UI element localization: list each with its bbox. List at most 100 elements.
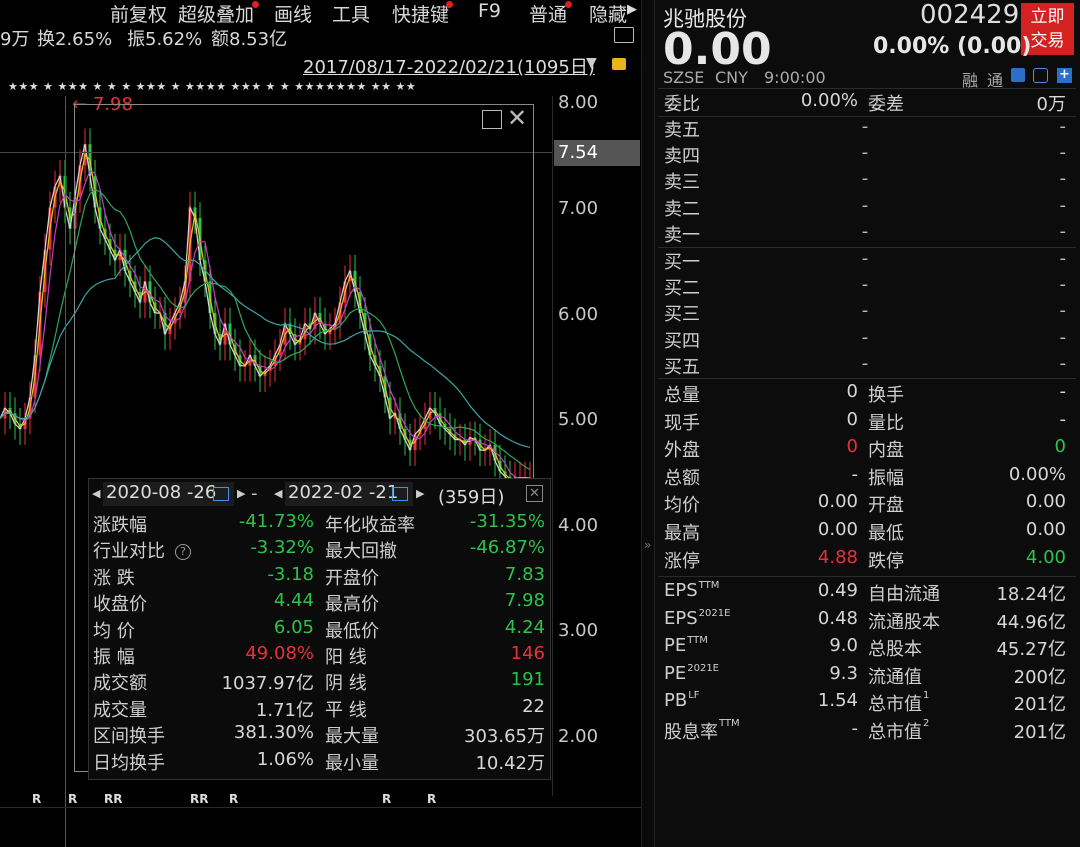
orderbook-volume: - <box>1059 142 1067 164</box>
fund-label: PE2021E <box>664 663 719 684</box>
fund-label-sup: 2021E <box>698 607 731 619</box>
toolbar-fuquan[interactable]: 前复权 <box>110 4 168 26</box>
quote-value: 4.88 <box>817 546 858 568</box>
toolbar-hide[interactable]: 隐藏 <box>589 4 628 26</box>
screen-cast-icon[interactable] <box>614 27 634 43</box>
edit-icon[interactable] <box>1011 68 1025 82</box>
fund-label-text: 自由流通 <box>868 584 940 605</box>
orderbook-price: - <box>861 326 869 348</box>
popup-close-icon[interactable]: ✕ <box>526 485 543 502</box>
end-prev-icon[interactable]: ◀ <box>274 487 283 500</box>
help-icon[interactable]: ? <box>175 544 191 560</box>
trade-now-button[interactable]: 立即 交易 <box>1021 3 1074 55</box>
r-marker: RR <box>190 792 209 806</box>
fund-label-sup: 2 <box>923 718 930 729</box>
orderbook-volume: - <box>1059 116 1067 137</box>
end-date-field[interactable]: 2022-02 -21 <box>285 482 413 506</box>
close-icon[interactable]: ✕ <box>507 104 528 132</box>
date-range-dropdown-icon[interactable]: ▼ <box>586 55 597 71</box>
toolbar-f9[interactable]: F9 <box>478 0 502 22</box>
orderbook-volume: - <box>1059 220 1067 242</box>
orderbook-volume: - <box>1059 326 1067 348</box>
quote-label: 涨停 <box>664 550 700 572</box>
popup-stat-label: 涨 跌 <box>93 567 135 589</box>
popup-stat-value: 6.05 <box>273 616 314 638</box>
weibi-value: 0.00% <box>800 90 858 111</box>
fund-value: 1.54 <box>817 690 858 712</box>
orderbook-volume: - <box>1059 168 1067 190</box>
r-marker: R <box>32 792 42 806</box>
stat-turnover: 换2.65% <box>37 29 113 50</box>
orderbook-label: 买一 <box>664 252 700 273</box>
quote-label: 振幅 <box>868 467 904 489</box>
quote-side-panel: 兆驰股份 002429 立即 交易 0.00 0.00% (0.00) SZSE… <box>655 0 1080 847</box>
orderbook-label: 买二 <box>664 278 700 300</box>
calendar-icon[interactable] <box>213 487 229 501</box>
popup-stat-label: 平 线 <box>325 699 367 721</box>
days-count: (359日) <box>438 487 505 508</box>
start-next-icon[interactable]: ▶ <box>237 487 246 500</box>
orderbook-price: - <box>861 168 869 190</box>
calendar-icon[interactable] <box>392 487 408 501</box>
popup-stat-label: 收盘价 <box>93 594 147 616</box>
toolbar-super-overlay[interactable]: 超级叠加 <box>178 4 255 26</box>
fund-label-text: 流通值 <box>868 666 922 688</box>
fund-label-text: PE <box>664 662 687 684</box>
weicha-label: 委差 <box>868 94 904 115</box>
fund-value: 9.3 <box>829 662 858 684</box>
quote-value: 0.00% <box>1008 463 1066 485</box>
y-tick-label: 4.00 <box>558 515 599 536</box>
popup-stat-label: 均 价 <box>93 620 135 642</box>
trade-btn-line2: 交易 <box>1030 31 1065 51</box>
orderbook-label: 卖二 <box>664 198 700 220</box>
quote-value: - <box>1059 408 1067 430</box>
toolbar-shortcuts[interactable]: 快捷键 <box>392 4 450 26</box>
lock-icon[interactable] <box>612 58 626 70</box>
popup-stat-value: 7.98 <box>504 590 545 612</box>
popup-stat-value: 1037.97亿 <box>221 673 314 695</box>
interval-stats-popup[interactable]: ◀ 2020-08 -26 ▶ - ◀ 2022-02 -21 ▶ (359日)… <box>88 478 551 780</box>
toolbar-more-icon[interactable]: ▶ <box>627 2 637 17</box>
quote-value: 0.00 <box>1025 491 1066 513</box>
stat-amount: 额8.53亿 <box>211 29 288 50</box>
quote-value: 0.00 <box>1025 519 1066 540</box>
alert-icon[interactable] <box>1033 68 1048 83</box>
fund-label-sup: 1 <box>923 690 930 702</box>
toolbar-tools[interactable]: 工具 <box>332 4 371 26</box>
quote-value: 0 <box>846 381 858 402</box>
popup-stat-label: 成交量 <box>93 699 147 721</box>
collapse-arrow-icon[interactable]: » <box>644 538 652 552</box>
price-line <box>0 144 530 483</box>
crosshair-horizontal <box>0 152 552 153</box>
popup-stat-value: 49.08% <box>245 643 314 664</box>
add-icon[interactable]: + <box>1057 68 1072 83</box>
orderbook-price: - <box>861 248 869 269</box>
kline-chart-panel[interactable]: 前复权 超级叠加 画线 工具 快捷键 F9 普通 隐藏 ▶ 9万 换2.65% … <box>0 0 641 847</box>
fund-label-text: 股息率 <box>664 722 718 743</box>
fund-label-sup: LF <box>688 690 700 702</box>
fund-value: 44.96亿 <box>996 611 1066 633</box>
y-axis-separator <box>552 96 553 796</box>
toolbar-normal[interactable]: 普通 <box>529 4 568 26</box>
quote-value: 0.00 <box>817 519 858 540</box>
fund-label-text: PB <box>664 690 688 712</box>
fund-value: 200亿 <box>1013 666 1066 688</box>
fund-label: 总市值2 <box>868 718 929 744</box>
price-chart[interactable] <box>0 96 552 796</box>
fund-label: 股息率TTM <box>664 718 740 744</box>
start-date-field[interactable]: 2020-08 -26 <box>103 482 234 506</box>
popup-stat-value: -41.73% <box>238 511 314 532</box>
orderbook-volume: - <box>1059 274 1067 296</box>
end-next-icon[interactable]: ▶ <box>416 487 425 500</box>
bottom-separator <box>0 807 641 808</box>
toolbar-draw-line[interactable]: 画线 <box>274 4 313 26</box>
last-price: 0.00 <box>663 24 772 75</box>
maximize-icon[interactable] <box>482 110 502 129</box>
popup-stat-value: 191 <box>510 669 545 691</box>
date-range[interactable]: 2017/08/17-2022/02/21(1095日) <box>303 57 595 78</box>
popup-stat-value: -3.32% <box>250 537 314 559</box>
popup-stat-label: 阴 线 <box>325 673 367 695</box>
panel-splitter[interactable]: » <box>641 0 655 847</box>
y-tick-label: 5.00 <box>558 409 599 430</box>
start-prev-icon[interactable]: ◀ <box>92 487 101 500</box>
